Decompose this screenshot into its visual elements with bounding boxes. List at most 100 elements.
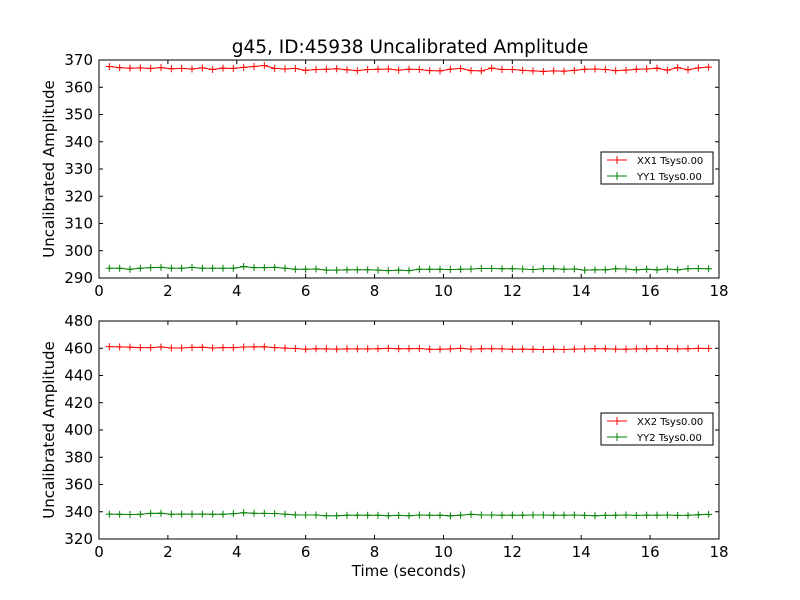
data-point-marker (333, 266, 341, 274)
data-point-marker (663, 265, 671, 273)
data-point-marker (529, 266, 537, 274)
data-point-marker (364, 66, 372, 74)
figure-title: g45, ID:45938 Uncalibrated Amplitude (232, 37, 589, 58)
data-point-marker (405, 512, 413, 520)
data-point-marker (508, 511, 516, 519)
legend-box (600, 412, 714, 446)
data-point-marker (570, 511, 578, 519)
data-point-marker (281, 510, 289, 518)
data-point-marker (663, 345, 671, 353)
data-point-marker (105, 264, 113, 272)
data-point-marker (219, 64, 227, 72)
data-point-marker (457, 64, 465, 72)
legend-entry-label: XX2 Tsys0.00 (637, 417, 703, 428)
data-point-marker (508, 345, 516, 353)
data-point-marker (229, 264, 237, 272)
data-point-marker (209, 66, 217, 74)
data-point-marker (529, 67, 537, 75)
data-point-marker (291, 265, 299, 273)
data-point-marker (560, 345, 568, 353)
data-point-marker (653, 266, 661, 274)
data-point-marker (374, 266, 382, 274)
data-point-marker (457, 511, 465, 519)
data-point-marker (446, 266, 454, 274)
data-point-marker (643, 345, 651, 353)
data-point-marker (632, 511, 640, 519)
x-tick-label: 16 (641, 543, 660, 561)
data-point-marker (322, 65, 330, 73)
x-tick-label: 10 (434, 282, 453, 300)
data-point-marker (663, 66, 671, 74)
data-point-marker (322, 266, 330, 274)
data-point-marker (312, 345, 320, 353)
data-point-marker (291, 511, 299, 519)
data-point-marker (302, 66, 310, 74)
data-point-marker (550, 511, 558, 519)
data-point-marker (415, 345, 423, 353)
data-point-marker (219, 344, 227, 352)
y-tick-label: 320 (64, 187, 93, 205)
data-point-marker (333, 65, 341, 73)
data-point-marker (250, 509, 258, 517)
data-point-marker (591, 512, 599, 520)
y-tick-label: 360 (64, 476, 93, 494)
data-point-marker (705, 265, 713, 273)
data-point-marker (229, 64, 237, 72)
data-point-marker (333, 512, 341, 520)
data-point-marker (353, 266, 361, 274)
data-point-marker (343, 266, 351, 274)
data-point-marker (467, 510, 475, 518)
data-point-marker (229, 510, 237, 518)
data-point-marker (136, 64, 144, 72)
data-point-marker (539, 67, 547, 75)
data-point-marker (188, 65, 196, 73)
data-point-marker (612, 345, 620, 353)
data-point-marker (167, 65, 175, 73)
data-point-marker (539, 511, 547, 519)
data-point-marker (674, 266, 682, 274)
data-point-marker (157, 343, 165, 351)
data-point-marker (601, 266, 609, 274)
data-point-marker (405, 267, 413, 275)
data-point-marker (312, 66, 320, 74)
data-point-marker (136, 264, 144, 272)
x-tick-label: 0 (94, 282, 104, 300)
data-point-marker (694, 64, 702, 72)
data-point-marker (684, 345, 692, 353)
data-point-marker (116, 343, 124, 351)
data-point-marker (632, 266, 640, 274)
data-point-marker (147, 64, 155, 72)
data-point-marker (467, 265, 475, 273)
data-point-marker (622, 511, 630, 519)
data-point-marker (116, 264, 124, 272)
data-point-marker (694, 344, 702, 352)
data-point-marker (560, 67, 568, 75)
data-point-marker (601, 345, 609, 353)
y-tick-label: 400 (64, 421, 93, 439)
data-point-marker (343, 345, 351, 353)
legend-swatch-marker (613, 417, 621, 425)
data-point-marker (271, 510, 279, 518)
y-tick-label: 340 (64, 503, 93, 521)
y-tick-label: 440 (64, 367, 93, 385)
data-point-marker (147, 344, 155, 352)
data-point-marker (612, 511, 620, 519)
data-point-marker (560, 265, 568, 273)
data-point-marker (488, 264, 496, 272)
legend-entry-label: YY1 Tsys0.00 (636, 172, 702, 183)
data-point-marker (436, 67, 444, 75)
data-point-marker (209, 264, 217, 272)
data-point-marker (415, 265, 423, 273)
data-point-marker (632, 65, 640, 73)
y-tick-label: 320 (64, 530, 93, 548)
data-point-marker (446, 512, 454, 520)
data-point-marker (374, 511, 382, 519)
data-point-marker (539, 265, 547, 273)
legend-entry-label: XX1 Tsys0.00 (637, 156, 703, 167)
data-point-marker (178, 64, 186, 72)
data-point-marker (426, 511, 434, 519)
data-point-marker (591, 345, 599, 353)
data-point-marker (694, 511, 702, 519)
x-tick-label: 0 (94, 543, 104, 561)
y-axis-label: Uncalibrated Amplitude (40, 341, 58, 518)
